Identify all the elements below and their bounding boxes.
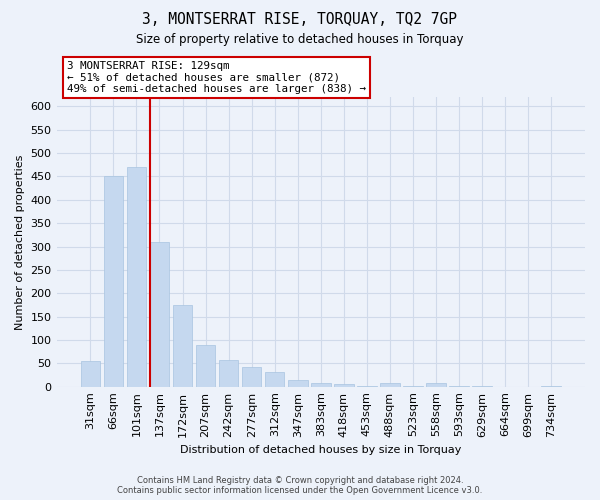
Y-axis label: Number of detached properties: Number of detached properties [15,154,25,330]
Bar [173,305,193,386]
Bar [426,383,446,386]
Bar [149,242,169,386]
Bar [334,384,353,386]
X-axis label: Distribution of detached houses by size in Torquay: Distribution of detached houses by size … [180,445,461,455]
Bar [127,167,146,386]
Bar [219,360,238,386]
Bar [265,372,284,386]
Bar [196,344,215,387]
Bar [288,380,308,386]
Text: Size of property relative to detached houses in Torquay: Size of property relative to detached ho… [136,32,464,46]
Bar [104,176,123,386]
Text: 3, MONTSERRAT RISE, TORQUAY, TQ2 7GP: 3, MONTSERRAT RISE, TORQUAY, TQ2 7GP [143,12,458,28]
Bar [380,384,400,386]
Text: 3 MONTSERRAT RISE: 129sqm
← 51% of detached houses are smaller (872)
49% of semi: 3 MONTSERRAT RISE: 129sqm ← 51% of detac… [67,61,366,94]
Bar [242,367,262,386]
Bar [80,361,100,386]
Text: Contains HM Land Registry data © Crown copyright and database right 2024.
Contai: Contains HM Land Registry data © Crown c… [118,476,482,495]
Bar [311,383,331,386]
